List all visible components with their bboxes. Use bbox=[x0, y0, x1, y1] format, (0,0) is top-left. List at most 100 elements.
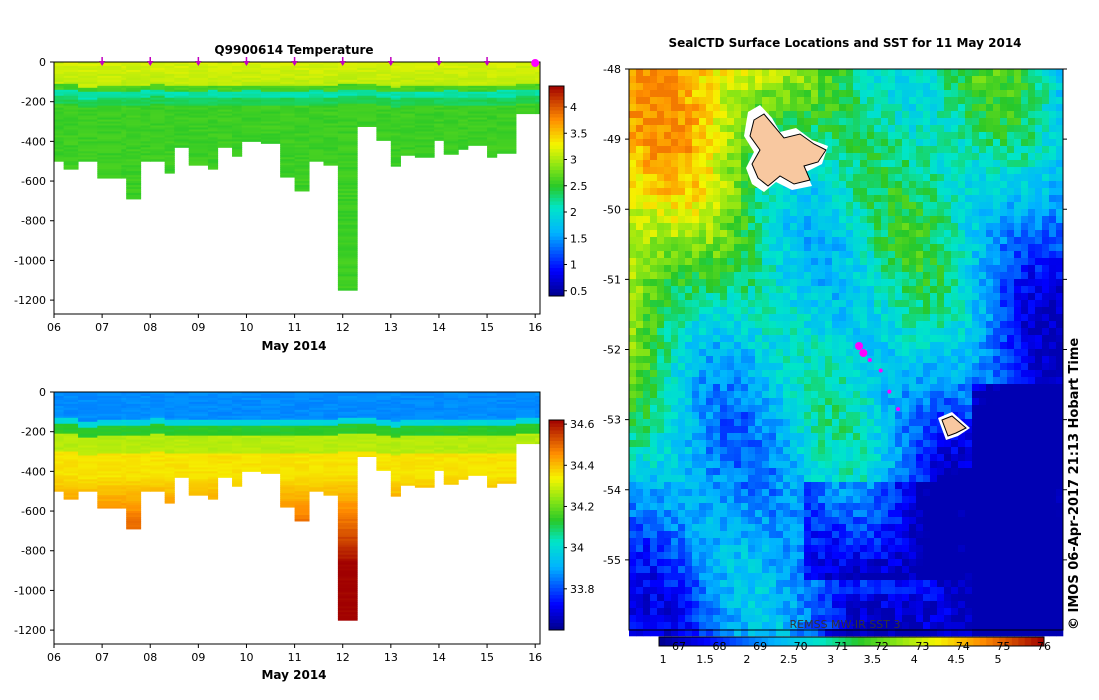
sst-cell bbox=[916, 83, 924, 91]
sst-cell bbox=[1035, 139, 1043, 147]
colorbar-segment bbox=[549, 556, 564, 561]
section-cell bbox=[496, 461, 517, 464]
section-cell bbox=[337, 397, 358, 401]
sst-cell bbox=[1021, 111, 1029, 119]
sst-cell bbox=[776, 216, 784, 224]
section-cell bbox=[207, 427, 219, 431]
section-cell bbox=[97, 481, 122, 484]
section-cell bbox=[121, 77, 127, 81]
section-cell bbox=[390, 79, 401, 83]
sst-cell bbox=[1021, 104, 1029, 112]
section-cell bbox=[400, 439, 416, 443]
section-cell bbox=[337, 520, 358, 524]
section-cell bbox=[357, 73, 377, 77]
sst-cell bbox=[902, 160, 910, 168]
section-cell bbox=[121, 175, 127, 178]
section-cell bbox=[121, 65, 127, 69]
sst-cell bbox=[713, 104, 721, 112]
colorbar-segment bbox=[549, 285, 564, 290]
section-cell bbox=[337, 173, 358, 176]
section-cell bbox=[294, 397, 310, 401]
sst-cell bbox=[650, 174, 658, 182]
sst-cell bbox=[993, 174, 1001, 182]
section-cell bbox=[434, 97, 445, 101]
section-cell bbox=[280, 133, 296, 136]
section-cell bbox=[241, 87, 262, 91]
section-cell bbox=[54, 93, 65, 97]
section-cell bbox=[280, 491, 296, 494]
section-cell bbox=[121, 489, 127, 492]
section-cell bbox=[400, 407, 416, 411]
sst-cell bbox=[853, 97, 861, 105]
sst-cell bbox=[657, 76, 665, 84]
section-cell bbox=[337, 238, 358, 242]
section-cell bbox=[174, 411, 190, 415]
section-cell bbox=[487, 471, 498, 474]
section-cell bbox=[280, 485, 296, 488]
section-cell bbox=[121, 105, 127, 109]
salinity-panel: 0-200-400-600-800-1000-1200 06 07 08 09 10 11… bbox=[14, 386, 594, 682]
section-cell bbox=[414, 125, 435, 128]
section-cell bbox=[323, 157, 339, 160]
section-cell bbox=[207, 425, 219, 429]
section-cell bbox=[188, 417, 209, 421]
sst-cell bbox=[923, 188, 931, 196]
section-cell bbox=[97, 465, 122, 468]
section-cell bbox=[150, 77, 166, 81]
sst-cell bbox=[1042, 146, 1050, 154]
sst-cell bbox=[755, 188, 763, 196]
section-cell bbox=[400, 429, 416, 433]
section-cell bbox=[150, 103, 166, 107]
section-cell bbox=[121, 453, 127, 456]
section-cell bbox=[280, 397, 296, 401]
sst-cell bbox=[1056, 139, 1064, 147]
sst-cell bbox=[1042, 90, 1050, 98]
section-cell bbox=[434, 461, 445, 464]
colorbar-segment bbox=[549, 479, 564, 484]
sst-cell bbox=[895, 139, 903, 147]
sst-cell bbox=[944, 188, 952, 196]
section-cell bbox=[121, 69, 127, 73]
sst-cell bbox=[832, 104, 840, 112]
section-cell bbox=[78, 419, 98, 423]
section-cell bbox=[121, 79, 127, 83]
section-cell bbox=[487, 431, 498, 435]
section-cell bbox=[323, 453, 339, 456]
section-cell bbox=[376, 119, 392, 123]
section-cell bbox=[150, 87, 166, 91]
section-cell bbox=[150, 401, 166, 405]
sst-cell bbox=[1021, 76, 1029, 84]
section-cell bbox=[487, 483, 498, 486]
sst-cell bbox=[678, 118, 686, 126]
section-cell bbox=[467, 131, 488, 134]
sst-cell bbox=[986, 132, 994, 140]
section-cell bbox=[443, 89, 459, 93]
section-cell bbox=[97, 463, 122, 466]
section-cell bbox=[487, 439, 498, 443]
section-cell bbox=[217, 425, 233, 429]
section-cell bbox=[414, 89, 435, 93]
section-cell bbox=[280, 417, 296, 421]
sst-cell bbox=[888, 104, 896, 112]
section-cell bbox=[337, 572, 358, 576]
sst-cell bbox=[930, 125, 938, 133]
section-cell bbox=[458, 129, 469, 132]
sst-cell bbox=[1028, 90, 1036, 98]
section-cell bbox=[174, 91, 190, 95]
colorbar-segment bbox=[549, 138, 564, 143]
section-cell bbox=[458, 121, 469, 125]
sst-cell bbox=[727, 188, 735, 196]
section-cell bbox=[467, 83, 488, 87]
sst-cell bbox=[874, 118, 882, 126]
section-cell bbox=[217, 117, 233, 121]
section-cell bbox=[357, 71, 377, 75]
section-cell bbox=[280, 415, 296, 419]
sst-cell bbox=[881, 104, 889, 112]
section-cell bbox=[337, 192, 358, 196]
section-cell bbox=[487, 481, 498, 484]
colorbar-frame bbox=[548, 419, 565, 631]
section-cell bbox=[467, 95, 488, 99]
section-cell bbox=[496, 67, 517, 71]
sst-cell bbox=[1035, 83, 1043, 91]
section-cell bbox=[241, 103, 262, 107]
